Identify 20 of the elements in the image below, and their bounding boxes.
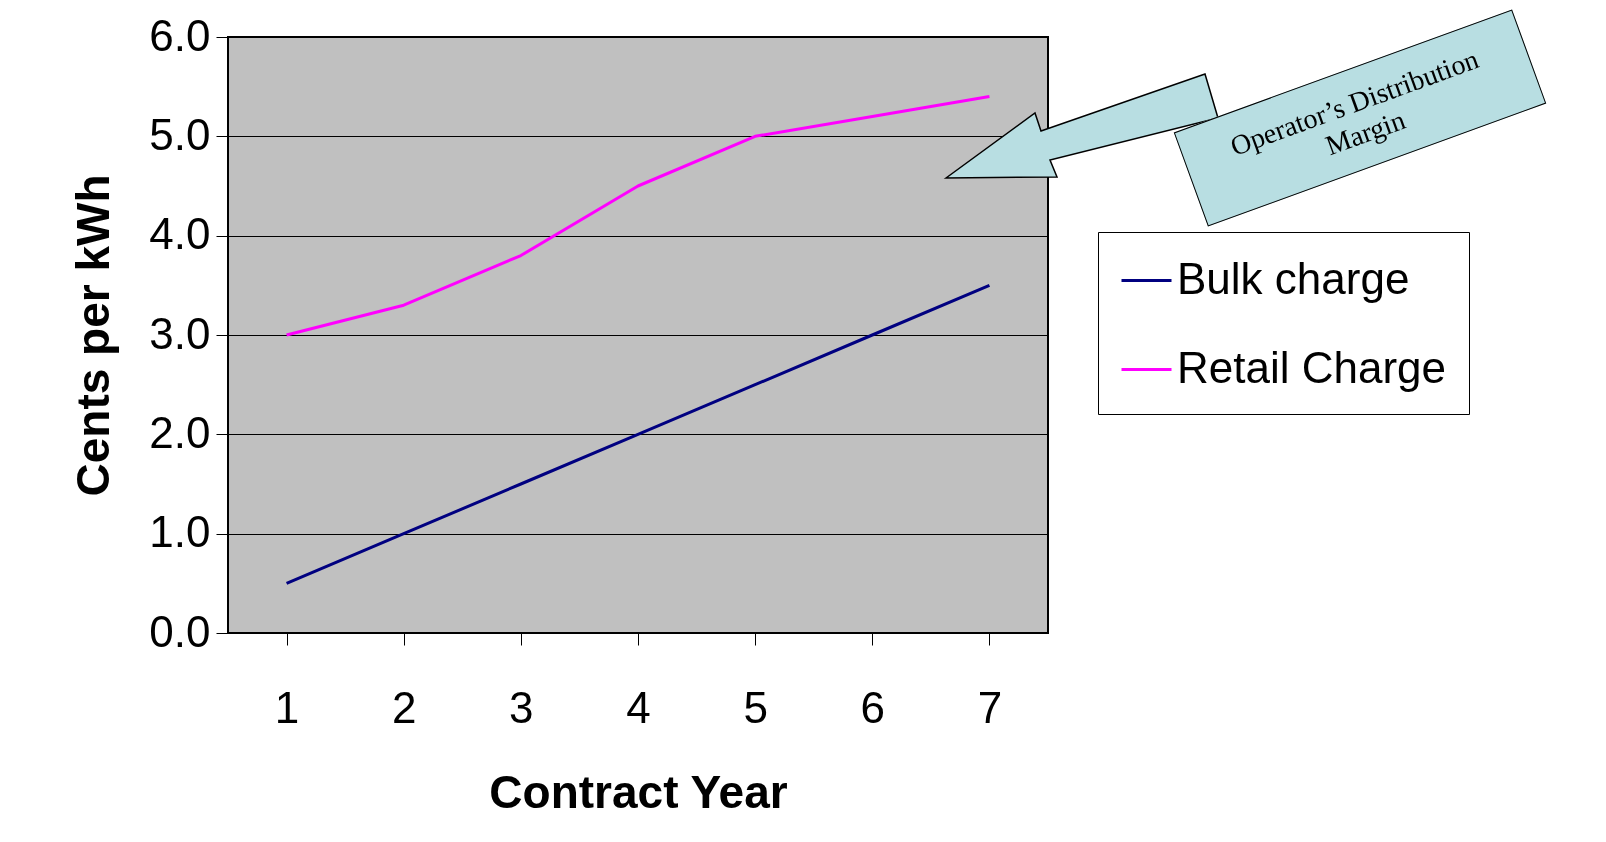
x-tick-label: 7 [977, 682, 1003, 732]
x-axis-title: Contract Year [489, 765, 788, 818]
x-tick-label: 1 [274, 682, 300, 732]
line-series [285, 95, 991, 337]
y-tick-label: 0.0 [149, 606, 211, 656]
y-tick-label: 2.0 [149, 407, 211, 457]
x-tick-label: 2 [391, 682, 417, 732]
legend-label: Bulk charge [1177, 253, 1410, 303]
line-series [285, 283, 991, 585]
y-tick-label: 4.0 [149, 209, 211, 259]
x-tick-label: 6 [860, 682, 886, 732]
x-tick-label: 3 [509, 682, 534, 732]
x-tick-label: 5 [743, 682, 768, 732]
y-tick-label: 1.0 [149, 507, 211, 557]
y-tick-label: 5.0 [149, 109, 211, 159]
x-tick-label: 4 [626, 682, 651, 732]
y-axis-title: Cents per kWh [67, 174, 120, 497]
y-tick-label: 6.0 [149, 10, 211, 60]
legend-label: Retail Charge [1177, 342, 1447, 392]
y-tick-label: 3.0 [149, 308, 211, 358]
